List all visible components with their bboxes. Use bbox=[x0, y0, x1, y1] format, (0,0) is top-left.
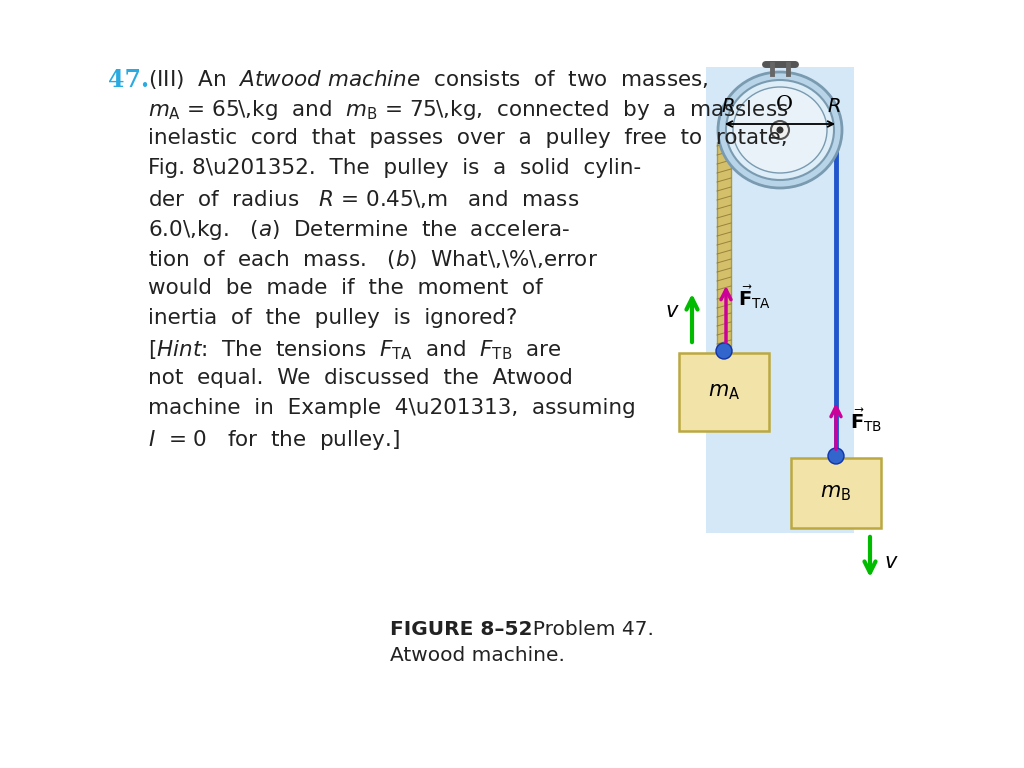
Text: $\vec{\bf F}_{\rm TA}$: $\vec{\bf F}_{\rm TA}$ bbox=[738, 283, 771, 311]
Text: $v$: $v$ bbox=[884, 552, 899, 572]
Text: Problem 47.: Problem 47. bbox=[520, 620, 654, 639]
Text: $R$: $R$ bbox=[827, 97, 841, 116]
Text: (III)  An  $\mathit{Atwood\ machine}$  consists  of  two  masses,: (III) An $\mathit{Atwood\ machine}$ cons… bbox=[148, 68, 709, 91]
Text: machine  in  Example  4\u201313,  assuming: machine in Example 4\u201313, assuming bbox=[148, 398, 636, 418]
Circle shape bbox=[771, 121, 790, 139]
Text: [$\mathit{Hint}$:  The  tensions  $F_\mathrm{TA}$  and  $F_\mathrm{TB}$  are: [$\mathit{Hint}$: The tensions $F_\mathr… bbox=[148, 338, 562, 362]
Text: tion  of  each  mass.   $(b)$  What\,\%\,error: tion of each mass. $(b)$ What\,\%\,error bbox=[148, 248, 598, 271]
Ellipse shape bbox=[718, 72, 842, 188]
FancyBboxPatch shape bbox=[679, 353, 769, 431]
Text: inelastic  cord  that  passes  over  a  pulley  free  to  rotate,: inelastic cord that passes over a pulley… bbox=[148, 128, 787, 148]
Text: would  be  made  if  the  moment  of: would be made if the moment of bbox=[148, 278, 543, 298]
Circle shape bbox=[776, 127, 783, 134]
Text: $I$  = 0   for  the  pulley.]: $I$ = 0 for the pulley.] bbox=[148, 428, 399, 452]
Text: Fig. 8\u201352.  The  pulley  is  a  solid  cylin-: Fig. 8\u201352. The pulley is a solid cy… bbox=[148, 158, 641, 178]
Text: inertia  of  the  pulley  is  ignored?: inertia of the pulley is ignored? bbox=[148, 308, 517, 328]
Text: $R$: $R$ bbox=[721, 97, 735, 116]
Ellipse shape bbox=[733, 87, 827, 173]
Text: $v$: $v$ bbox=[666, 301, 680, 321]
Text: $m_{\rm B}$: $m_{\rm B}$ bbox=[820, 483, 852, 503]
FancyBboxPatch shape bbox=[717, 142, 731, 353]
Text: $\vec{\bf F}_{\rm TB}$: $\vec{\bf F}_{\rm TB}$ bbox=[850, 406, 883, 434]
FancyBboxPatch shape bbox=[706, 67, 854, 533]
Text: O: O bbox=[775, 95, 793, 114]
Text: 47.: 47. bbox=[108, 68, 150, 92]
Text: $m_\mathrm{A}$ = 65\,kg  and  $m_\mathrm{B}$ = 75\,kg,  connected  by  a  massle: $m_\mathrm{A}$ = 65\,kg and $m_\mathrm{B… bbox=[148, 98, 788, 122]
Text: $m_{\rm A}$: $m_{\rm A}$ bbox=[708, 382, 740, 402]
Ellipse shape bbox=[726, 80, 834, 180]
Text: not  equal.  We  discussed  the  Atwood: not equal. We discussed the Atwood bbox=[148, 368, 572, 388]
Circle shape bbox=[828, 448, 844, 464]
Circle shape bbox=[716, 343, 732, 359]
Text: der  of  radius   $R$ = 0.45\,m   and  mass: der of radius $R$ = 0.45\,m and mass bbox=[148, 188, 580, 210]
Text: Atwood machine.: Atwood machine. bbox=[390, 646, 565, 665]
Text: 6.0\,kg.   $(a)$  Determine  the  accelera-: 6.0\,kg. $(a)$ Determine the accelera- bbox=[148, 218, 570, 242]
Text: FIGURE 8–52: FIGURE 8–52 bbox=[390, 620, 532, 639]
FancyBboxPatch shape bbox=[791, 458, 881, 528]
